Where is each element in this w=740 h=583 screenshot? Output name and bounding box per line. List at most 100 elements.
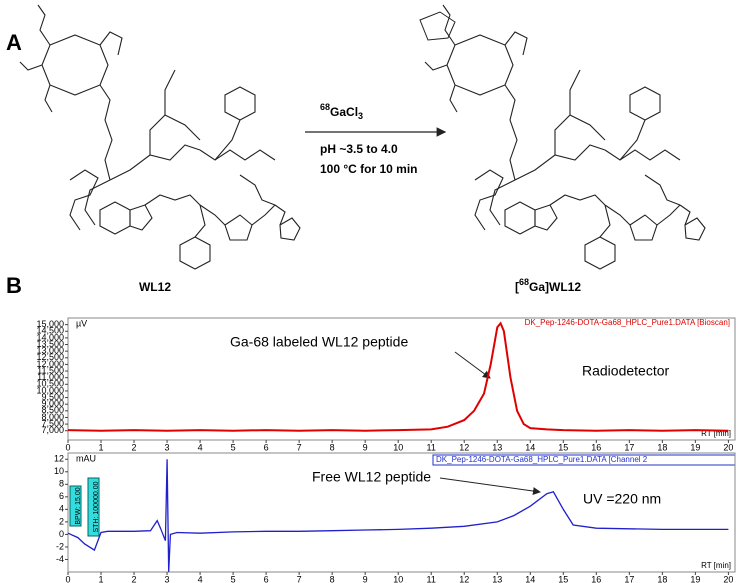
x-tick-label: 17: [624, 442, 634, 452]
x-tick-label: 20: [723, 574, 733, 583]
x-tick-label: 6: [264, 574, 269, 583]
panel-label: B: [6, 273, 22, 298]
y-tick-label: 7,000: [41, 425, 64, 435]
x-tick-label: 5: [231, 574, 236, 583]
y-tick-label: 12,000: [36, 359, 64, 369]
y-axis-label: µV: [76, 318, 87, 328]
param-label: BPW: 15.00: [75, 487, 82, 524]
x-tick-label: 11: [427, 574, 436, 583]
y-tick-label: 6: [59, 491, 64, 501]
x-tick-label: 3: [165, 442, 170, 452]
x-tick-label: 9: [363, 574, 368, 583]
y-tick-label: -2: [56, 541, 64, 551]
y-tick-label: 8,000: [41, 412, 64, 422]
x-tick-label: 7: [297, 442, 302, 452]
x-tick-label: 19: [690, 574, 700, 583]
y-tick-label: -4: [56, 554, 64, 564]
y-tick-label: 14,500: [36, 326, 64, 336]
y-tick-label: 13,000: [36, 346, 64, 356]
x-tick-label: 0: [65, 574, 70, 583]
molecule-wl12: [19, 4, 301, 270]
annotation: UV =220 nm: [583, 491, 661, 507]
y-tick-label: 11,500: [37, 365, 64, 375]
y-tick-label: 14,000: [36, 332, 64, 342]
x-tick-label: 18: [657, 442, 667, 452]
param-box: [69, 485, 82, 527]
x-tick-label: 7: [297, 574, 302, 583]
y-tick-label: 7,500: [41, 418, 64, 428]
x-tick-label: 12: [459, 574, 469, 583]
y-tick-label: 9,000: [41, 399, 64, 409]
x-tick-label: 15: [558, 574, 568, 583]
panel-label: A: [6, 30, 22, 55]
plot-frame: [67, 452, 736, 573]
isotope: 68: [519, 277, 529, 287]
y-tick-label: 4: [59, 504, 64, 514]
x-tick-label: 4: [198, 442, 203, 452]
y-tick-label: 10,000: [36, 385, 64, 395]
y-tick-label: 10,500: [36, 379, 64, 389]
y-tick-label: 0: [59, 529, 64, 539]
x-tick-label: 12: [459, 442, 469, 452]
x-tick-label: 13: [492, 574, 502, 583]
annotation: Free WL12 peptide: [312, 469, 431, 485]
x-tick-label: 18: [657, 574, 667, 583]
param-box: [87, 477, 100, 537]
x-tick-label: 16: [591, 442, 601, 452]
subscript: 3: [358, 111, 363, 121]
x-tick-label: 15: [558, 442, 568, 452]
y-tick-label: 8: [59, 479, 64, 489]
y-tick-label: 15,000: [36, 319, 64, 329]
data-file: DK_Pep-1246-DOTA-Ga68_HPLC_Pure1.DATA [B…: [525, 318, 730, 327]
annotation: Radiodetector: [582, 363, 670, 379]
y-tick-label: 12: [54, 454, 64, 464]
y-tick-label: 8,500: [41, 405, 64, 415]
ga-chelate: [419, 11, 456, 41]
reagent: 68GaCl3: [320, 102, 363, 121]
x-tick-label: 0: [65, 442, 70, 452]
x-tick-label: 10: [393, 442, 403, 452]
isotope: 68: [320, 102, 330, 112]
x-tick-label: 20: [723, 442, 733, 452]
condition: 100 °C for 10 min: [320, 162, 418, 176]
x-tick-label: 6: [264, 442, 269, 452]
formula: GaCl: [330, 105, 358, 119]
condition: pH ~3.5 to 4.0: [320, 142, 398, 156]
x-tick-label: 14: [525, 574, 535, 583]
compound-label: WL12: [139, 280, 171, 294]
x-tick-label: 19: [690, 442, 700, 452]
x-tick-label: 4: [198, 574, 203, 583]
y-tick-label: 13,500: [36, 339, 64, 349]
x-tick-label: 14: [525, 442, 535, 452]
x-tick-label: 9: [363, 442, 368, 452]
x-axis-label: RT [min]: [701, 429, 731, 438]
y-tick-label: 2: [59, 516, 64, 526]
x-tick-label: 1: [99, 442, 104, 452]
x-tick-label: 2: [132, 574, 137, 583]
x-tick-label: 1: [99, 574, 104, 583]
bracket: [: [515, 280, 519, 294]
data-line: [67, 459, 729, 573]
data-file: DK_Pep-1246-DOTA-Ga68_HPLC_Pure1.DATA [C…: [436, 455, 648, 464]
annotation-arrow: [454, 351, 491, 379]
data-line: [67, 321, 729, 432]
annotation-arrow: [439, 477, 541, 495]
y-tick-label: 10: [54, 466, 64, 476]
param-label: STH: 100000.00: [93, 481, 100, 532]
product-name: Ga]WL12: [529, 280, 581, 294]
y-axis-label: mAU: [76, 453, 96, 463]
x-tick-label: 16: [591, 574, 601, 583]
y-tick-label: 11,000: [37, 372, 64, 382]
x-tick-label: 8: [330, 574, 335, 583]
y-tick-label: 9,500: [41, 392, 64, 402]
x-tick-label: 13: [492, 442, 502, 452]
x-axis-label: RT [min]: [701, 561, 731, 570]
annotation: Ga-68 labeled WL12 peptide: [230, 334, 408, 350]
x-tick-label: 11: [427, 442, 436, 452]
molecule-ga-wl12: [424, 4, 706, 270]
plot-frame: [67, 317, 736, 441]
x-tick-label: 3: [165, 574, 170, 583]
compound-label: [68Ga]WL12: [515, 277, 581, 294]
